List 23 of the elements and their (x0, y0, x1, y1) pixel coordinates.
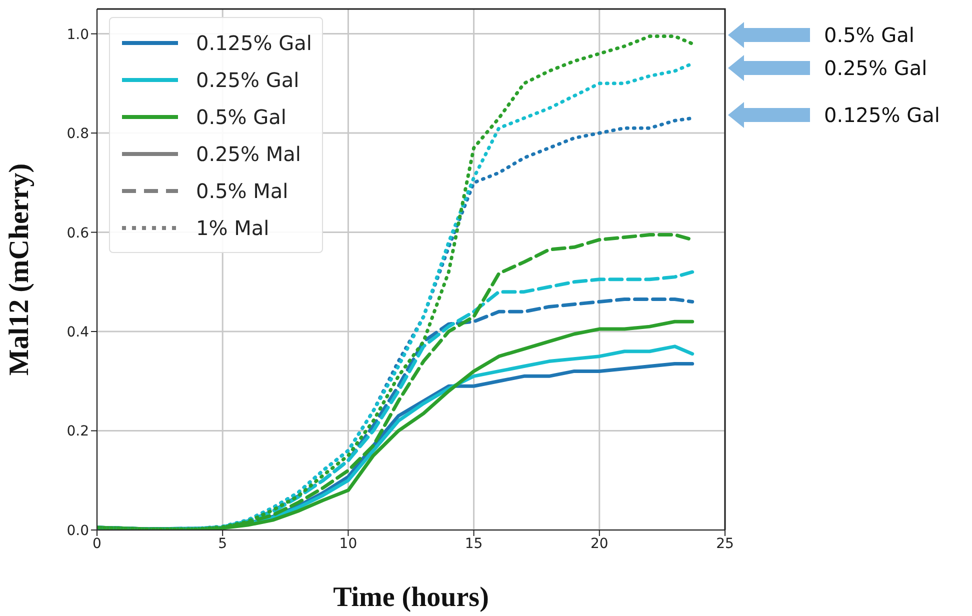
y-tick-label: 0.6 (66, 225, 90, 242)
legend-label: 0.125% Gal (196, 30, 312, 54)
y-tick-label: 1.0 (66, 26, 89, 43)
text: 0.25% Gal (824, 56, 928, 80)
legend-label: 0.5% Gal (196, 104, 286, 128)
x-tick-label: 15 (464, 536, 483, 552)
y-tick-label: 0.0 (66, 522, 89, 539)
legend-label: 1% Mal (196, 216, 270, 240)
x-axis-title: Time (hours) (333, 582, 489, 613)
x-tick-label: 20 (590, 536, 608, 552)
x-tick-label: 25 (716, 536, 734, 552)
legend-label: 0.5% Mal (196, 178, 288, 202)
y-tick-label: 0.4 (66, 324, 90, 340)
y-axis-title: Mal12 (mCherry) (4, 163, 35, 376)
y-tick-label: 0.8 (66, 126, 89, 142)
legend-label: 0.25% Gal (196, 68, 300, 92)
legend-label: 0.25% Mal (196, 142, 301, 166)
y-tick-label: 0.2 (66, 424, 89, 440)
x-tick-label: 10 (339, 536, 358, 552)
text: 0.5% Gal (824, 23, 914, 47)
x-tick-label: 0 (92, 536, 102, 552)
x-tick-label: 5 (218, 536, 228, 552)
text: 0.125% Gal (824, 103, 940, 127)
